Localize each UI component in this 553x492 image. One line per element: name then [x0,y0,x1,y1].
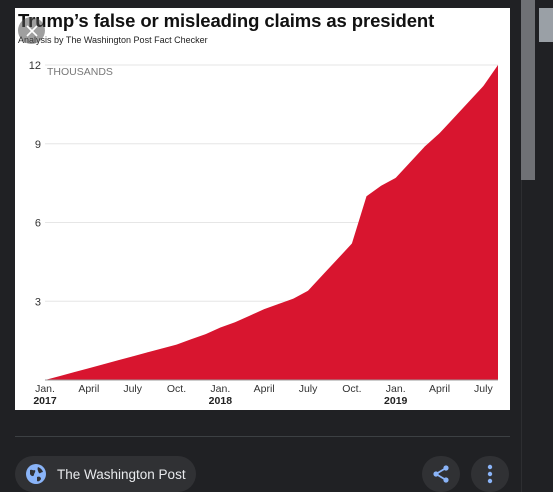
image-viewer-panel: 3 6 9 12 THOUSANDS Jan. 2017 April July Oct. Jan. 2… [15,8,510,492]
x-tick-label: Jan. [35,383,55,395]
x-tick-label: Oct. [167,383,186,395]
chart-title: Trump’s false or misleading claims as pr… [18,10,435,31]
y-tick-label: 3 [35,296,41,308]
panel-scrollbar-thumb[interactable] [521,0,535,180]
share-icon [433,465,449,483]
x-tick-year-label: 2018 [209,395,233,407]
x-tick-label: Jan. [386,383,406,395]
chart-subtitle: Analysis by The Washington Post Fact Che… [18,35,208,45]
y-tick-label: 9 [35,139,41,151]
x-tick-label: April [429,383,450,395]
page-scrollbar-thumb[interactable] [539,8,553,42]
chart-image[interactable]: 3 6 9 12 THOUSANDS Jan. 2017 April July Oct. Jan. 2… [15,8,510,410]
y-unit-label: THOUSANDS [47,66,113,78]
share-button[interactable] [422,456,460,492]
x-tick-year-label: 2019 [384,395,408,407]
x-tick-label: April [254,383,275,395]
x-tick-label: April [78,383,99,395]
more-options-button[interactable] [471,456,509,492]
globe-icon [26,464,46,484]
x-tick-label: Jan. [210,383,230,395]
x-tick-label: July [123,383,142,395]
source-link[interactable]: The Washington Post [15,456,196,492]
x-tick-label: Oct. [342,383,361,395]
y-tick-label: 6 [35,218,41,230]
more-vert-icon [487,464,493,484]
x-tick-label: July [474,383,493,395]
source-label: The Washington Post [57,466,186,482]
y-tick-label: 12 [29,60,41,72]
x-tick-year-label: 2017 [33,395,57,407]
divider [15,436,510,437]
x-tick-label: July [299,383,318,395]
area-series [45,65,498,380]
close-icon[interactable] [18,17,45,44]
